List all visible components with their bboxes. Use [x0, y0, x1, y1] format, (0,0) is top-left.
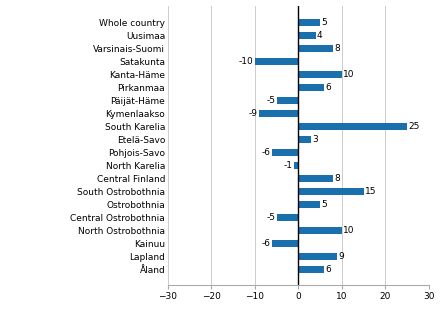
Text: 6: 6	[326, 83, 332, 92]
Text: 8: 8	[335, 44, 340, 53]
Bar	[259, 110, 298, 117]
Bar	[298, 123, 407, 130]
Bar	[298, 84, 324, 91]
Bar	[298, 32, 316, 39]
Text: -1: -1	[284, 161, 293, 170]
Bar	[298, 253, 338, 260]
Bar	[255, 58, 298, 65]
Bar	[277, 97, 298, 104]
Bar	[298, 266, 324, 273]
Bar	[298, 201, 320, 208]
Text: 5: 5	[321, 200, 327, 209]
Bar	[298, 227, 342, 234]
Text: -5: -5	[267, 96, 275, 105]
Text: -6: -6	[262, 148, 271, 157]
Text: 15: 15	[365, 187, 376, 196]
Text: -10: -10	[239, 57, 254, 66]
Bar	[298, 45, 333, 52]
Text: 6: 6	[326, 265, 332, 274]
Text: -6: -6	[262, 239, 271, 248]
Bar	[298, 175, 333, 182]
Text: -5: -5	[267, 213, 275, 222]
Bar	[277, 214, 298, 221]
Bar	[298, 19, 320, 26]
Bar	[294, 162, 298, 169]
Bar	[298, 71, 342, 78]
Text: 25: 25	[408, 122, 420, 131]
Text: 10: 10	[343, 70, 354, 79]
Text: 3: 3	[312, 135, 318, 144]
Text: -9: -9	[249, 109, 258, 118]
Text: 8: 8	[335, 174, 340, 183]
Bar	[298, 188, 364, 195]
Bar	[298, 136, 312, 143]
Text: 5: 5	[321, 18, 327, 27]
Bar	[272, 240, 298, 247]
Text: 10: 10	[343, 226, 354, 235]
Text: 9: 9	[339, 252, 344, 261]
Text: 4: 4	[317, 31, 323, 40]
Bar	[272, 149, 298, 156]
